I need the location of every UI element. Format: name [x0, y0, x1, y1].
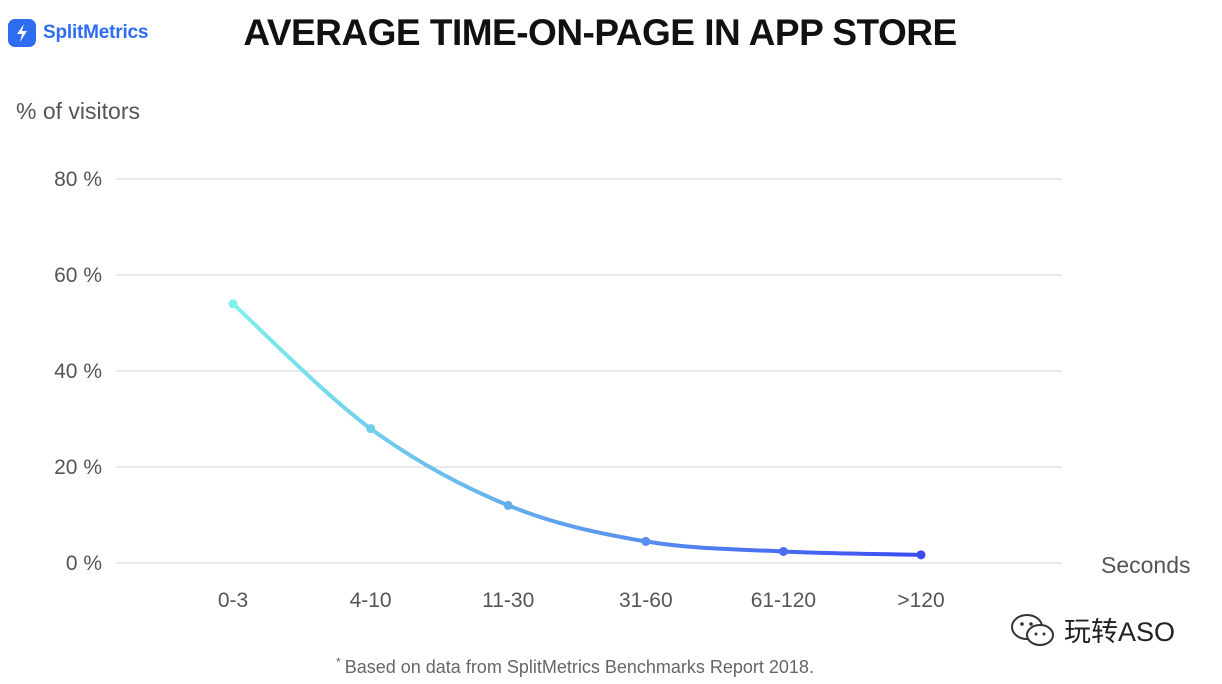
y-tick-label: 0 % [66, 552, 102, 575]
watermark-text: 玩转ASO [1064, 617, 1176, 647]
chart-title: AVERAGE TIME-ON-PAGE IN APP STORE [243, 12, 957, 53]
watermark: 玩转ASO [1008, 610, 1175, 649]
x-tick-label: 0-3 [218, 589, 248, 612]
footnote-text: Based on data from SplitMetrics Benchmar… [344, 657, 814, 677]
x-axis-label: Seconds [1101, 552, 1191, 578]
x-tick-label: 61-120 [751, 589, 816, 612]
x-tick-label: >120 [897, 589, 944, 612]
data-point [228, 299, 238, 309]
splitmetrics-logo-icon [8, 19, 36, 47]
x-tick-label: 4-10 [350, 589, 392, 612]
y-tick-label: 60 % [54, 264, 102, 287]
x-tick-label: 31-60 [619, 589, 673, 612]
footnote-marker: * [336, 655, 341, 669]
data-point [778, 546, 788, 556]
brand-logo: SplitMetrics [8, 16, 148, 50]
data-point [641, 536, 651, 546]
footnote: * Based on data from SplitMetrics Benchma… [0, 655, 1150, 678]
x-tick-label: 11-30 [482, 589, 534, 612]
y-tick-label: 20 % [54, 456, 102, 479]
y-axis-label: % of visitors [16, 98, 140, 124]
data-point [916, 550, 926, 560]
y-tick-label: 40 % [54, 360, 102, 383]
logo-text: SplitMetrics [43, 22, 149, 43]
wechat-icon [1011, 613, 1054, 646]
data-point [503, 500, 513, 510]
y-tick-label: 80 % [54, 168, 102, 191]
series-line [231, 301, 923, 557]
data-point [366, 424, 376, 434]
